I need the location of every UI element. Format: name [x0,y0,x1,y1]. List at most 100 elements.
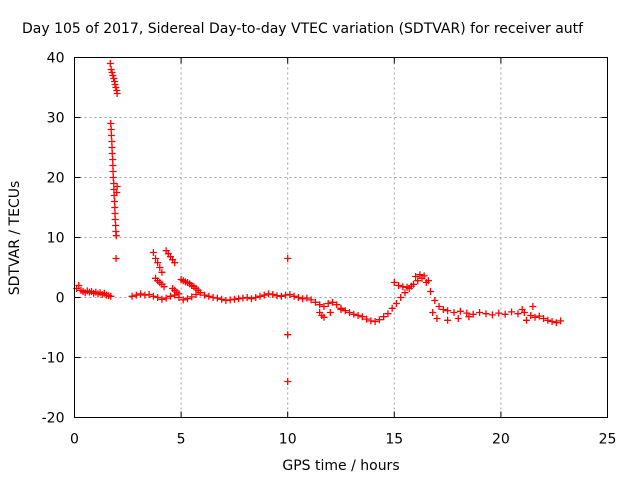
data-point [145,291,153,298]
data-point [427,288,435,295]
data-point [113,189,121,196]
data-point [522,316,530,324]
data-point [294,294,302,301]
data-point [256,292,264,300]
data-point [284,255,292,262]
y-tick-label: 10 [47,231,65,247]
data-point [548,318,556,325]
data-point [420,272,428,280]
data-point [113,183,121,190]
data-point [333,301,341,309]
chart-title: Day 105 of 2017, Sidereal Day-to-day VTE… [22,21,584,37]
data-point [252,294,260,301]
data-point [171,259,179,267]
y-tick-label: 0 [56,291,65,307]
data-point [109,156,117,163]
data-point [501,310,509,318]
data-point [444,316,452,324]
data-point [450,309,458,316]
data-point [324,300,332,307]
data-point [469,310,477,318]
data-point [107,292,115,300]
data-point [401,289,409,297]
data-point [111,198,119,205]
data-point [175,290,183,298]
data-point [311,298,319,306]
data-point [337,306,345,313]
data-point [476,309,484,316]
data-point [529,303,537,310]
y-axis-label: SDTVAR / TECUs [7,181,23,296]
data-point [108,69,116,76]
data-point [149,249,157,256]
data-point [154,259,162,267]
data-point [107,126,115,133]
data-point [354,312,362,319]
data-point [109,174,117,181]
data-point [557,317,565,325]
data-point [531,313,539,321]
data-point [156,264,164,271]
y-tick-labels: -20 -10 0 10 20 30 40 [42,51,65,427]
data-point [407,282,415,290]
data-point [111,81,119,88]
data-point [111,210,119,217]
data-point [375,316,383,324]
data-point [416,271,424,279]
data-point [414,277,422,285]
data-point [488,311,496,319]
data-point [286,291,294,298]
data-point [482,310,490,318]
data-point [112,232,120,240]
data-point [113,90,121,97]
data-point [106,60,114,67]
data-point [514,310,522,318]
data-point [439,306,447,313]
data-point [350,310,358,318]
data-point [540,315,548,322]
data-point [160,283,168,291]
data-point [110,180,118,187]
data-point [454,315,462,322]
data-point [107,132,115,139]
data-point [108,150,116,157]
data-point [109,162,117,169]
data-point [218,295,226,303]
x-tick-label: 10 [279,432,297,448]
x-tick-labels: 0 5 10 15 20 25 [70,432,616,448]
data-point [465,313,473,321]
data-points [73,60,565,385]
data-point [137,290,145,298]
data-point [112,84,120,91]
data-point [243,294,251,301]
data-point [290,292,298,300]
data-point [154,294,162,301]
data-point [108,138,116,145]
data-point [518,306,526,313]
data-point [380,313,388,321]
data-point [463,309,471,317]
data-point [149,292,157,300]
data-point [111,216,119,223]
data-point [194,286,202,294]
data-point [384,310,392,318]
data-point [544,316,552,324]
data-point [269,291,277,298]
data-point [107,120,115,127]
data-point [395,282,403,289]
data-point [390,279,398,286]
data-point [110,75,118,82]
data-point [277,292,285,300]
data-point [316,301,324,309]
data-point [328,298,336,306]
y-tick-label: -20 [42,411,65,427]
data-point [358,313,366,321]
data-point [109,168,117,175]
data-point [346,309,354,316]
y-tick-label: 20 [47,171,65,187]
data-point [183,295,191,303]
data-point [112,222,120,229]
data-point [527,312,535,319]
data-point [112,255,120,262]
data-point [179,296,187,304]
